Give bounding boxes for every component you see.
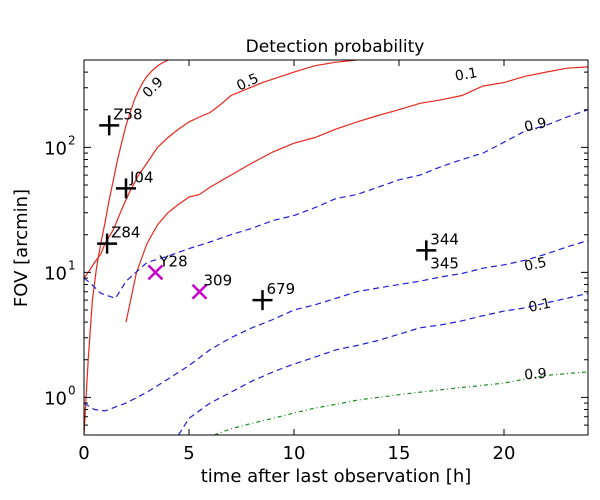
- x-tick-label: 0: [78, 443, 89, 464]
- contour-label-blue-0.9: 0.9: [523, 115, 548, 135]
- x-tick-label: 20: [493, 443, 516, 464]
- contour-line-green-0.9: [213, 371, 588, 435]
- y-tick-base: 10: [44, 263, 67, 284]
- contour-line-red-0.1: [125, 66, 588, 323]
- point-label-Z58: Z58: [113, 105, 142, 123]
- chart-title: Detection probability: [246, 37, 425, 57]
- contour-label-red-0.5: 0.5: [234, 71, 261, 95]
- y-tick-exponent: 1: [68, 258, 76, 272]
- point-marker-679: [252, 290, 273, 311]
- x-tick-label: 15: [388, 443, 411, 464]
- y-tick-label: 10 1: [44, 258, 76, 284]
- contour-series-group: [84, 60, 588, 435]
- point-marker-309: [191, 283, 208, 300]
- contour-label-blue-0.5: 0.5: [523, 255, 548, 275]
- point-marker-344: [416, 240, 437, 261]
- y-tick-label: 10 0: [44, 383, 76, 409]
- contour-line-blue-0.1: [177, 292, 588, 435]
- point-marker-Z84: [97, 233, 118, 254]
- point-label-Y28: Y28: [158, 252, 187, 270]
- point-marker-Z58: [99, 115, 120, 136]
- point-label-J04: J04: [129, 168, 154, 186]
- contour-line-red-0.9: [84, 60, 169, 435]
- point-marker-Y28: [147, 264, 164, 281]
- point-label-Z84: Z84: [111, 224, 140, 242]
- plot-frame: [83, 59, 589, 436]
- point-label-679: 679: [267, 280, 296, 298]
- y-tick-base: 10: [44, 138, 67, 159]
- y-tick-exponent: 2: [68, 133, 76, 147]
- contour-label-red-0.9: 0.9: [140, 74, 167, 101]
- y-tick-label: 10 2: [44, 133, 76, 159]
- contour-line-red-0.5: [84, 60, 358, 279]
- contour-label-blue-0.1: 0.1: [527, 296, 552, 316]
- point-label-344: 344: [430, 230, 459, 248]
- point-label-345: 345: [430, 254, 459, 272]
- point-marker-J04: [116, 178, 136, 199]
- x-tick-label: 5: [183, 443, 194, 464]
- y-axis-label: FOV [arcmin]: [11, 189, 32, 307]
- contour-line-blue-0.5: [84, 239, 588, 412]
- contour-label-green-0.9: 0.9: [524, 366, 547, 384]
- y-tick-exponent: 0: [68, 383, 76, 397]
- point-label-309: 309: [204, 272, 233, 290]
- y-tick-base: 10: [44, 388, 67, 409]
- contour-line-blue-0.9: [84, 109, 588, 300]
- x-axis-label: time after last observation [h]: [201, 466, 472, 487]
- contour-labels-group: 0.9 0.5 0.1 0.9 0.5 0.1 0.9: [140, 65, 552, 383]
- contour-label-red-0.1: 0.1: [454, 65, 479, 85]
- data-points-group: Z58 J04 Z84 Y28 309 679 344 345: [97, 105, 459, 311]
- x-tick-label: 10: [283, 443, 306, 464]
